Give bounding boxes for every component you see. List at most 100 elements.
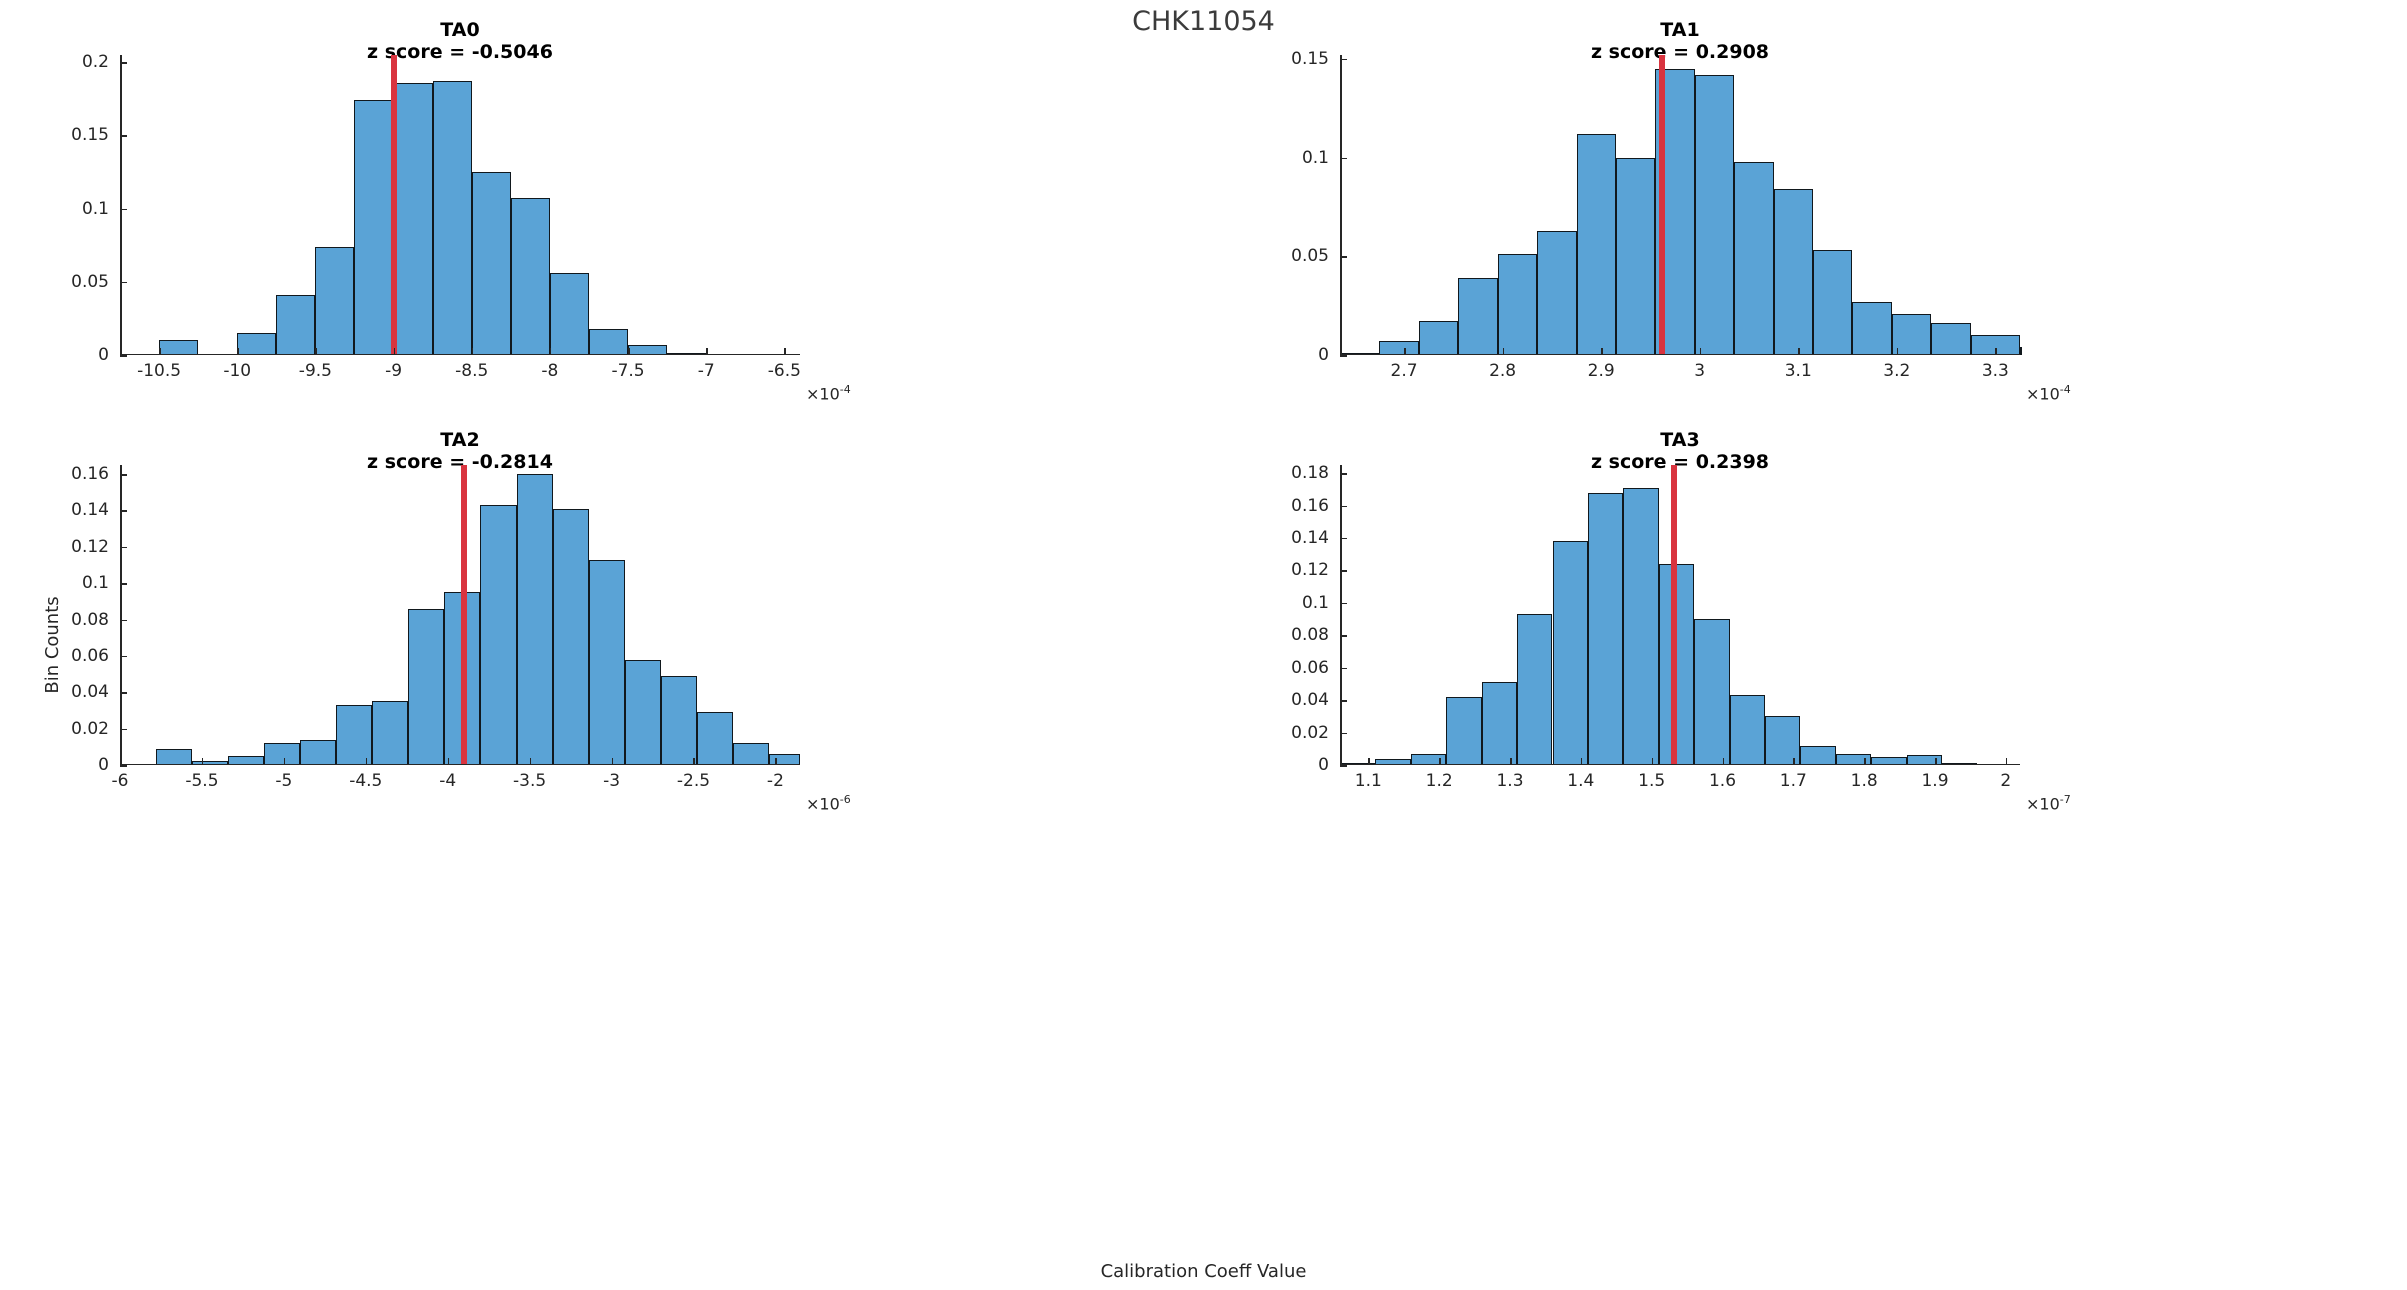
histogram-bar xyxy=(300,739,337,765)
y-tick xyxy=(1340,667,1347,670)
histogram-bar xyxy=(408,608,445,765)
x-tick-label: 1.6 xyxy=(1708,771,1737,791)
x-axis-exponent-label: ×10-4 xyxy=(2026,383,2071,404)
y-tick-label: 0.06 xyxy=(71,645,109,666)
histogram-bar xyxy=(1891,313,1932,355)
figure-xlabel: Calibration Coeff Value xyxy=(1100,1261,1307,1282)
x-tick xyxy=(549,348,552,355)
x-tick-label: -6.5 xyxy=(767,361,801,381)
histogram-bar xyxy=(393,82,433,355)
y-tick xyxy=(120,510,127,512)
y-tick xyxy=(120,765,127,767)
y-tick-label: 0.12 xyxy=(71,536,109,557)
x-tick-label: -2.5 xyxy=(676,771,711,791)
histogram-bar xyxy=(315,246,355,355)
x-tick-label: 2.7 xyxy=(1390,361,1418,381)
x-tick xyxy=(201,758,204,765)
z-score-marker-line xyxy=(461,465,468,765)
x-tick-label: 1.8 xyxy=(1850,771,1878,791)
x-tick xyxy=(1896,348,1899,355)
y-tick-label: 0.14 xyxy=(71,500,109,521)
y-tick xyxy=(120,281,127,284)
histogram-bar xyxy=(660,675,697,765)
histogram-bar xyxy=(552,508,589,765)
subplot-title-ta0: TA0 z score = -0.5046 xyxy=(367,19,553,64)
histogram-bar xyxy=(1694,619,1730,765)
histogram-bar xyxy=(588,328,629,355)
histogram-bar xyxy=(1576,133,1616,355)
x-tick-label: 1.7 xyxy=(1779,771,1807,791)
x-tick-label: -4 xyxy=(439,771,457,791)
histogram-bar xyxy=(1458,278,1498,355)
y-tick-label: 0.18 xyxy=(1291,463,1329,484)
histogram-bars xyxy=(120,55,800,355)
x-tick xyxy=(315,348,317,355)
histogram-bar xyxy=(1497,254,1538,355)
figure-title: CHK11054 xyxy=(1132,6,1275,37)
histogram-bar xyxy=(1694,74,1735,355)
y-tick-label: 0.02 xyxy=(1291,722,1329,743)
y-tick-label: 0.1 xyxy=(1301,147,1329,168)
x-tick xyxy=(706,348,708,355)
x-tick-label: -2 xyxy=(766,771,784,791)
histogram-bar xyxy=(372,701,409,765)
histogram-bar xyxy=(480,505,517,765)
y-tick xyxy=(120,619,127,622)
histogram-bar xyxy=(1446,696,1482,765)
x-tick-label: -7 xyxy=(697,361,715,381)
x-tick xyxy=(471,348,474,355)
x-tick-label: -9 xyxy=(385,361,403,381)
x-tick-label: 1.4 xyxy=(1567,771,1595,791)
x-axis-line xyxy=(1340,763,2020,765)
x-tick xyxy=(529,758,532,765)
x-tick xyxy=(365,758,368,765)
histogram-bar xyxy=(1800,745,1836,765)
y-tick-label: 0.16 xyxy=(71,464,109,485)
histogram-bar xyxy=(1931,323,1971,355)
y-tick xyxy=(120,474,127,476)
x-tick xyxy=(1404,348,1406,355)
x-tick-label: 3.1 xyxy=(1784,361,1812,381)
y-tick xyxy=(1340,505,1347,508)
y-tick-label: 0.1 xyxy=(1301,592,1329,613)
y-tick-label: 0.06 xyxy=(1291,657,1329,678)
histogram-bar xyxy=(624,659,661,765)
y-tick-label: 0.1 xyxy=(81,198,109,219)
y-tick xyxy=(120,208,127,211)
histogram-bar xyxy=(1765,716,1801,765)
histogram-bar xyxy=(588,559,625,765)
x-tick xyxy=(1935,758,1937,765)
x-tick-label: -8.5 xyxy=(455,361,489,381)
x-tick-label: 2 xyxy=(2000,771,2012,791)
y-axis-line xyxy=(1340,55,1342,355)
y-tick-label: 0.05 xyxy=(71,271,109,292)
subplot-ta0: TA0 z score = -0.5046 -10.5 -10 -9.5 -9 -8.5 -… xyxy=(71,19,851,403)
y-tick xyxy=(1340,157,1347,160)
x-tick xyxy=(1502,348,1505,355)
x-tick-label: 3.2 xyxy=(1883,361,1911,381)
x-tick-label: -8 xyxy=(541,361,559,381)
histogram-bar xyxy=(1587,492,1624,765)
x-axis-exponent-label: ×10-4 xyxy=(806,383,851,404)
x-tick-label: -5 xyxy=(275,771,293,791)
x-tick xyxy=(784,348,786,355)
y-tick-label: 0.08 xyxy=(71,609,109,630)
x-tick xyxy=(237,348,239,355)
histogram-bar xyxy=(510,198,550,355)
x-tick-label: -6 xyxy=(111,771,129,791)
y-tick-label: 0 xyxy=(1318,755,1329,775)
y-tick xyxy=(120,62,127,64)
x-tick xyxy=(1601,348,1603,355)
subplot-ta3: TA3 z score = 0.2398 1.1 1.2 1.3 1.4 1.5 1.6 1.… xyxy=(1291,429,2071,813)
x-tick-label: 2.9 xyxy=(1587,361,1615,381)
histogram-bar xyxy=(1517,614,1553,765)
histogram-bar xyxy=(732,743,769,765)
x-tick xyxy=(1995,348,1997,355)
x-tick xyxy=(283,758,286,765)
histogram-bar xyxy=(1734,161,1774,355)
y-tick xyxy=(120,692,127,694)
x-tick xyxy=(1722,758,1724,765)
y-tick-label: 0 xyxy=(98,345,109,365)
histogram-bar xyxy=(1623,487,1659,765)
histogram-bar xyxy=(432,81,472,355)
